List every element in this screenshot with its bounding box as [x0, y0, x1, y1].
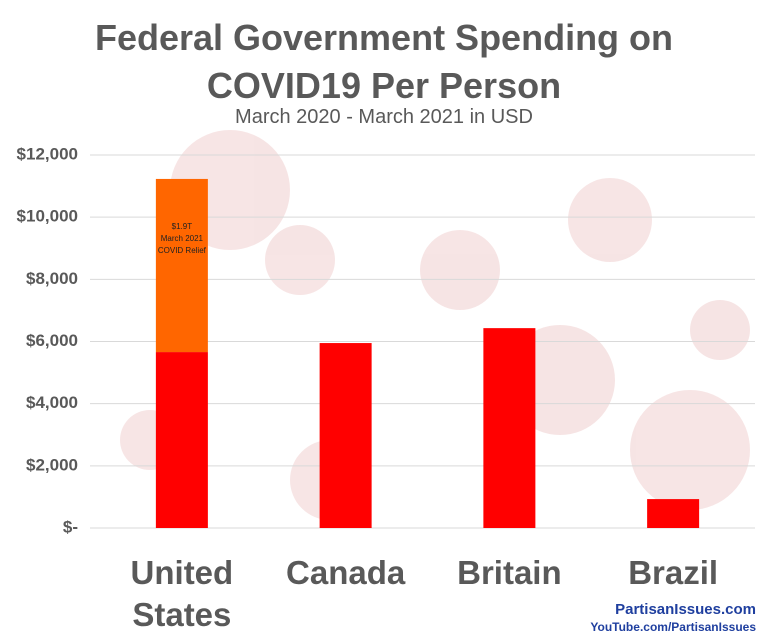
bar-segment: [483, 328, 536, 528]
x-tick-label: Canada: [286, 554, 406, 591]
y-tick-label: $4,000: [26, 393, 78, 412]
bar-segment: [155, 352, 208, 528]
y-tick-label: $-: [63, 517, 78, 536]
watermark-youtube: YouTube.com/PartisanIssues: [590, 620, 756, 634]
decor: [120, 130, 750, 520]
y-tick-label: $2,000: [26, 455, 78, 474]
y-tick-label: $12,000: [17, 144, 78, 163]
annotation: $1.9T: [172, 222, 193, 231]
chart-title: Federal Government Spending on COVID19 P…: [94, 17, 674, 106]
y-tick-label: $8,000: [26, 269, 78, 288]
y-tick-label: $10,000: [17, 207, 78, 226]
bar-segment: [155, 178, 208, 353]
x-tick-label: Brazil: [628, 554, 719, 591]
y-tick-label: $6,000: [26, 331, 78, 350]
annotation: March 2021: [161, 234, 204, 243]
watermark-site: PartisanIssues.com: [615, 601, 756, 618]
bar-segment: [647, 499, 700, 528]
x-tick-label: Britain: [457, 554, 562, 591]
x-tick-label: United States: [130, 554, 234, 633]
bar-segment: [319, 343, 372, 528]
chart-subtitle: March 2020 - March 2021 in USD: [235, 106, 533, 128]
annotation: COVID Relief: [158, 246, 207, 255]
